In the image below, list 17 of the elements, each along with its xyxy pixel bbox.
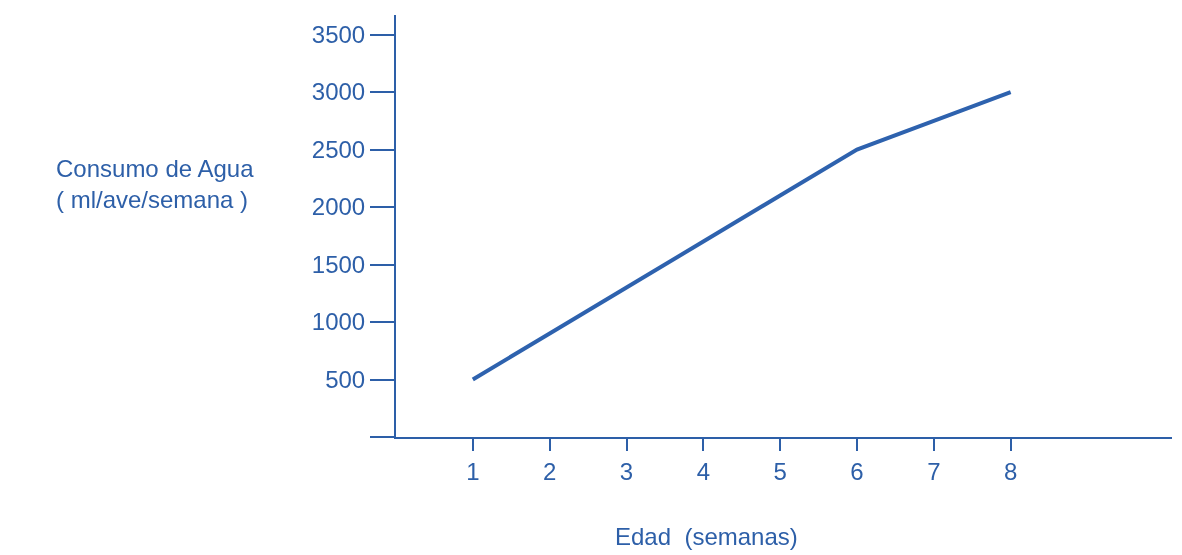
y-tick-label: 2000 (311, 193, 366, 221)
y-tick-label: 3500 (311, 20, 366, 48)
x-tick-label: 7 (927, 457, 941, 485)
x-axis-title: Edad (semanas) (615, 523, 798, 550)
y-tick-label: 500 (325, 365, 366, 393)
x-tick-label: 6 (850, 457, 864, 485)
y-tick-label: 1000 (311, 308, 366, 336)
x-tick-label: 3 (619, 457, 634, 485)
y-tick-label: 2500 (311, 135, 366, 163)
y-axis-title: Consumo de Agua ( ml/ave/semana ) (56, 155, 255, 214)
x-tick-label: 4 (696, 457, 711, 485)
x-tick-label: 5 (773, 457, 787, 485)
x-tick-label: 8 (1003, 457, 1018, 485)
y-tick-label: 3000 (311, 78, 366, 106)
y-tick-label: 1500 (311, 250, 366, 278)
x-tick-label: 1 (466, 457, 480, 485)
x-tick-label: 2 (542, 457, 557, 485)
